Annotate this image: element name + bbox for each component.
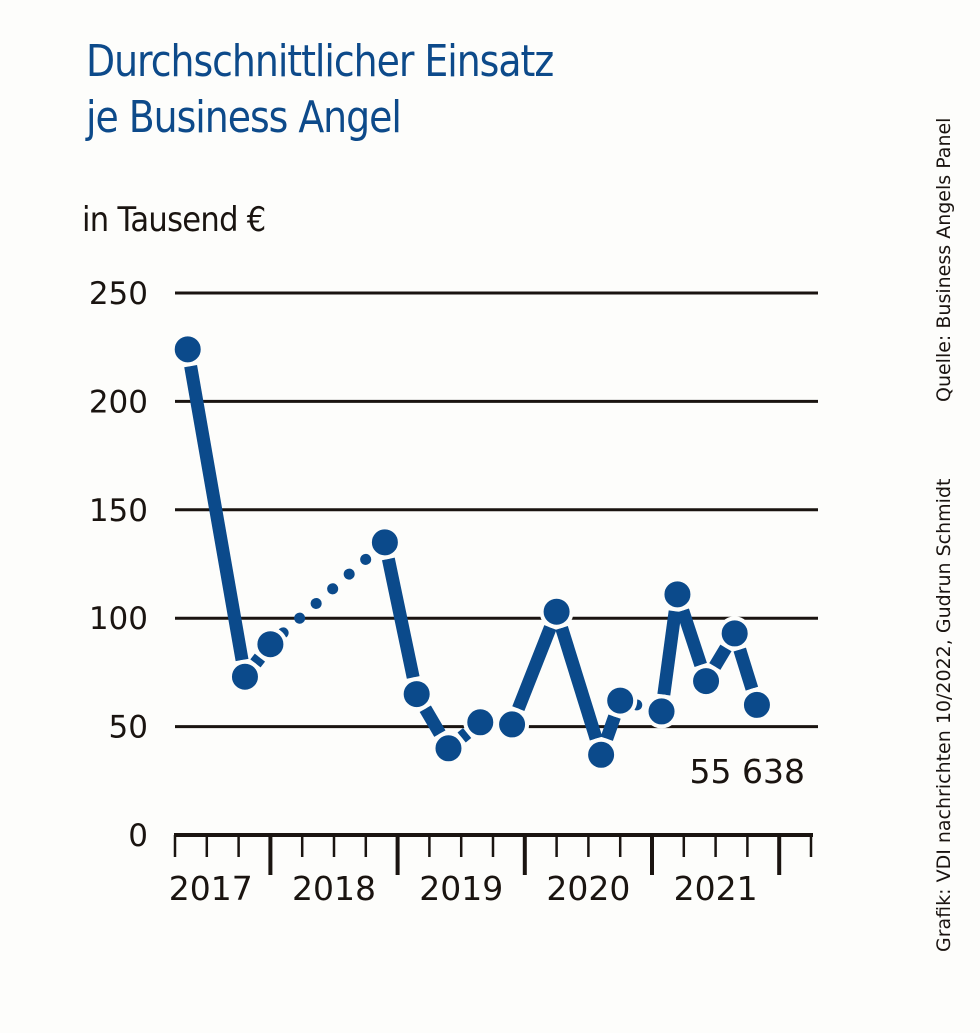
line-segment <box>457 727 472 743</box>
y-tick-label: 0 <box>128 818 148 854</box>
data-point <box>170 332 205 367</box>
data-point <box>660 577 695 612</box>
x-axis: 2017 2018 2019 2020 2021 <box>169 833 813 908</box>
chart-title-line-2: je Business Angel <box>86 92 402 143</box>
data-point <box>739 687 774 722</box>
data-point <box>603 683 638 718</box>
x-tick-label: 2020 <box>546 869 630 908</box>
dotted-segment <box>277 548 378 639</box>
x-tick-label: 2019 <box>419 869 503 908</box>
line-segment <box>600 714 621 741</box>
chart-title-line-1: Durchschnittlicher Einsatz <box>86 36 554 87</box>
line-segment <box>512 625 557 712</box>
data-point <box>431 731 466 766</box>
series-points <box>170 332 774 772</box>
line-segment <box>382 557 420 679</box>
line-segment <box>419 705 446 737</box>
x-tick-label: 2021 <box>674 869 758 908</box>
y-axis-ticks: 0 50 100 150 200 250 <box>89 276 148 854</box>
dotted-segment <box>631 699 651 713</box>
data-point <box>399 677 434 712</box>
data-point <box>495 707 530 742</box>
line-segment <box>657 610 682 696</box>
data-point <box>227 659 262 694</box>
data-point <box>253 627 288 662</box>
y-tick-label: 100 <box>89 601 148 637</box>
y-tick-label: 50 <box>109 710 148 746</box>
y-tick-label: 200 <box>89 384 148 420</box>
y-axis-unit-label: in Tausend € <box>82 200 266 240</box>
y-tick-label: 250 <box>89 276 148 312</box>
point-annotation: 55 638 <box>689 752 804 791</box>
data-point <box>539 594 574 629</box>
line-segment <box>676 608 707 667</box>
data-point <box>367 525 402 560</box>
y-tick-label: 150 <box>89 493 148 529</box>
series-segments <box>184 364 759 743</box>
gridlines <box>175 291 818 729</box>
line-segment <box>709 644 732 670</box>
data-point <box>463 705 498 740</box>
line-segment <box>184 364 249 662</box>
data-point <box>717 616 752 651</box>
data-point <box>584 737 619 772</box>
data-point <box>689 664 724 699</box>
line-segment <box>733 647 759 691</box>
data-point <box>644 694 679 729</box>
annotations: 55 638 <box>689 752 804 791</box>
x-tick-label: 2017 <box>169 869 253 908</box>
x-tick-label: 2018 <box>292 869 376 908</box>
line-segment <box>555 625 603 741</box>
line-segment <box>250 653 266 668</box>
chart-title: Durchschnittlicher Einsatz je Business A… <box>86 34 554 146</box>
